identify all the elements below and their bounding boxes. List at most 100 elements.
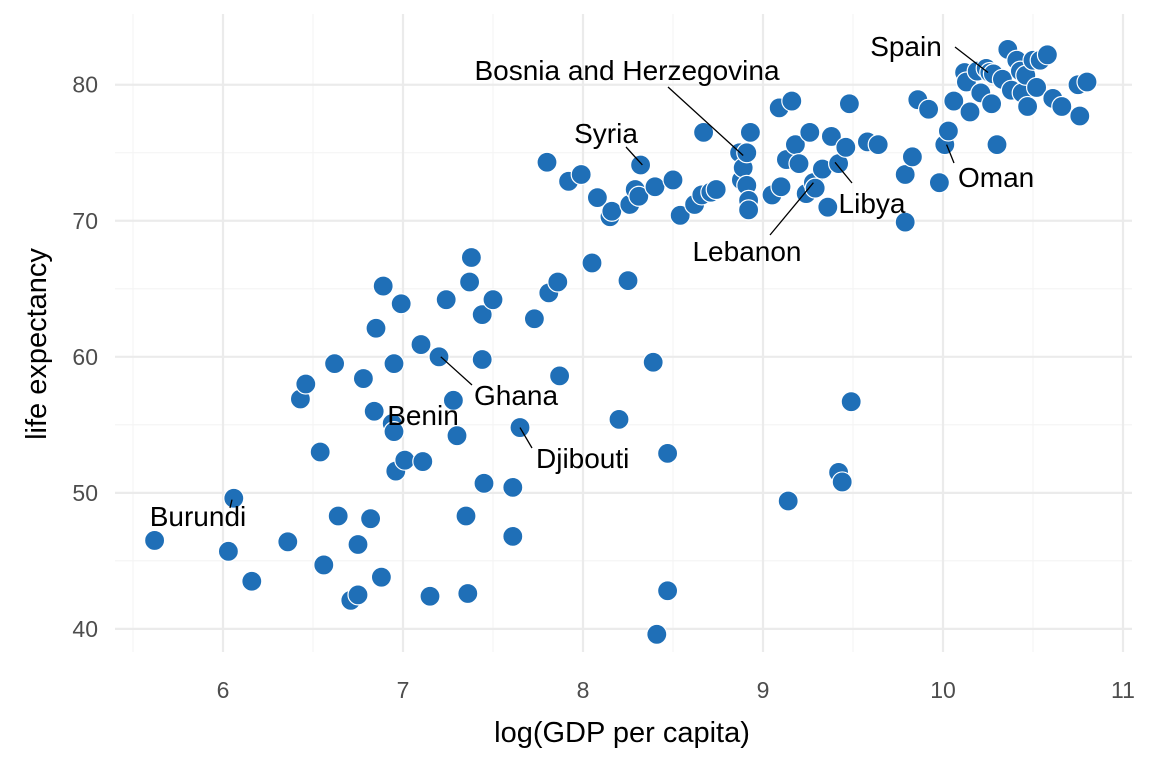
data-point bbox=[928, 172, 951, 194]
data-point bbox=[360, 508, 382, 530]
data-point bbox=[901, 146, 924, 168]
data-point bbox=[642, 351, 664, 373]
data-point bbox=[986, 133, 1008, 156]
x-axis-title: log(GDP per capita) bbox=[494, 717, 750, 749]
data-point bbox=[646, 623, 668, 645]
x-tick-label: 9 bbox=[757, 677, 770, 703]
point-label: Benin bbox=[387, 400, 459, 431]
data-point bbox=[548, 365, 571, 387]
data-point bbox=[223, 487, 245, 509]
point-label: Oman bbox=[958, 162, 1034, 193]
data-point bbox=[144, 529, 166, 552]
data-point bbox=[347, 584, 369, 606]
data-point bbox=[581, 252, 603, 274]
data-point bbox=[410, 333, 432, 356]
label-leader-line bbox=[440, 356, 473, 386]
data-point bbox=[324, 353, 346, 375]
data-point bbox=[692, 121, 715, 143]
data-point bbox=[586, 187, 609, 209]
data-point bbox=[804, 177, 826, 199]
data-point bbox=[363, 400, 385, 422]
data-point bbox=[1051, 95, 1073, 118]
data-point bbox=[482, 289, 504, 311]
data-point bbox=[980, 93, 1003, 115]
x-tick-label: 11 bbox=[1111, 677, 1135, 703]
data-point bbox=[460, 246, 482, 269]
data-point bbox=[840, 391, 862, 413]
data-point bbox=[347, 533, 369, 556]
data-point bbox=[777, 490, 799, 512]
label-leader-line bbox=[945, 144, 955, 164]
data-point bbox=[457, 582, 479, 605]
data-point bbox=[831, 471, 853, 493]
label-leader-line bbox=[519, 427, 533, 449]
data-point bbox=[352, 367, 374, 390]
x-axis-ticks: 6 7 8 9 10 11 bbox=[217, 677, 1135, 703]
data-points bbox=[144, 38, 1098, 645]
point-label: Libya bbox=[839, 188, 906, 219]
data-point bbox=[662, 169, 684, 191]
y-tick-label: 70 bbox=[72, 208, 98, 234]
data-point bbox=[241, 570, 263, 592]
y-tick-label: 50 bbox=[72, 480, 98, 506]
data-point bbox=[705, 178, 727, 201]
x-tick-label: 8 bbox=[577, 677, 590, 703]
data-point bbox=[419, 585, 441, 607]
point-label: Bosnia and Herzegovina bbox=[474, 55, 780, 86]
data-point bbox=[737, 199, 760, 221]
data-point bbox=[547, 271, 569, 293]
grid bbox=[115, 14, 1132, 652]
data-point bbox=[867, 133, 889, 156]
point-label: Djibouti bbox=[536, 443, 629, 474]
data-point bbox=[455, 505, 477, 527]
x-tick-label: 7 bbox=[397, 677, 410, 703]
data-point bbox=[736, 142, 758, 164]
data-point bbox=[656, 580, 679, 602]
data-point bbox=[608, 408, 630, 430]
data-point bbox=[739, 121, 762, 143]
label-leader-line bbox=[229, 499, 233, 509]
data-point bbox=[277, 531, 299, 553]
data-point bbox=[372, 275, 394, 297]
data-point bbox=[894, 163, 916, 186]
data-point bbox=[799, 121, 821, 143]
y-tick-label: 60 bbox=[72, 344, 98, 370]
data-point bbox=[835, 136, 857, 158]
data-point bbox=[894, 211, 916, 233]
point-label: Syria bbox=[574, 118, 638, 149]
data-point bbox=[383, 353, 405, 375]
data-point bbox=[446, 425, 468, 447]
label-leader-line bbox=[834, 161, 853, 184]
data-point bbox=[523, 308, 546, 330]
data-point bbox=[435, 289, 457, 311]
data-point bbox=[1076, 71, 1098, 93]
data-point bbox=[390, 293, 412, 315]
data-point bbox=[313, 554, 335, 576]
data-point bbox=[601, 200, 623, 222]
data-point bbox=[365, 317, 387, 339]
data-point bbox=[656, 442, 679, 464]
data-point bbox=[788, 153, 810, 175]
point-label: Burundi bbox=[150, 501, 247, 532]
y-axis-title: life expectancy bbox=[21, 248, 53, 440]
point-label: Ghana bbox=[474, 380, 558, 411]
x-tick-label: 6 bbox=[217, 677, 230, 703]
label-leader-line bbox=[667, 86, 744, 156]
data-point bbox=[394, 449, 416, 471]
y-axis-ticks: 40 50 60 70 80 bbox=[72, 72, 98, 642]
data-point bbox=[383, 421, 405, 443]
x-tick-label: 10 bbox=[930, 677, 956, 703]
data-point bbox=[1016, 95, 1039, 118]
data-point bbox=[820, 125, 843, 148]
data-point bbox=[471, 304, 493, 326]
data-point bbox=[536, 151, 558, 173]
data-point bbox=[644, 176, 666, 198]
data-point bbox=[412, 450, 434, 473]
y-tick-label: 40 bbox=[72, 616, 98, 642]
data-point bbox=[473, 472, 495, 494]
label-leader-line bbox=[954, 46, 989, 74]
data-point bbox=[295, 373, 317, 395]
data-point bbox=[628, 185, 650, 207]
data-point bbox=[817, 196, 839, 218]
data-point bbox=[217, 540, 239, 562]
